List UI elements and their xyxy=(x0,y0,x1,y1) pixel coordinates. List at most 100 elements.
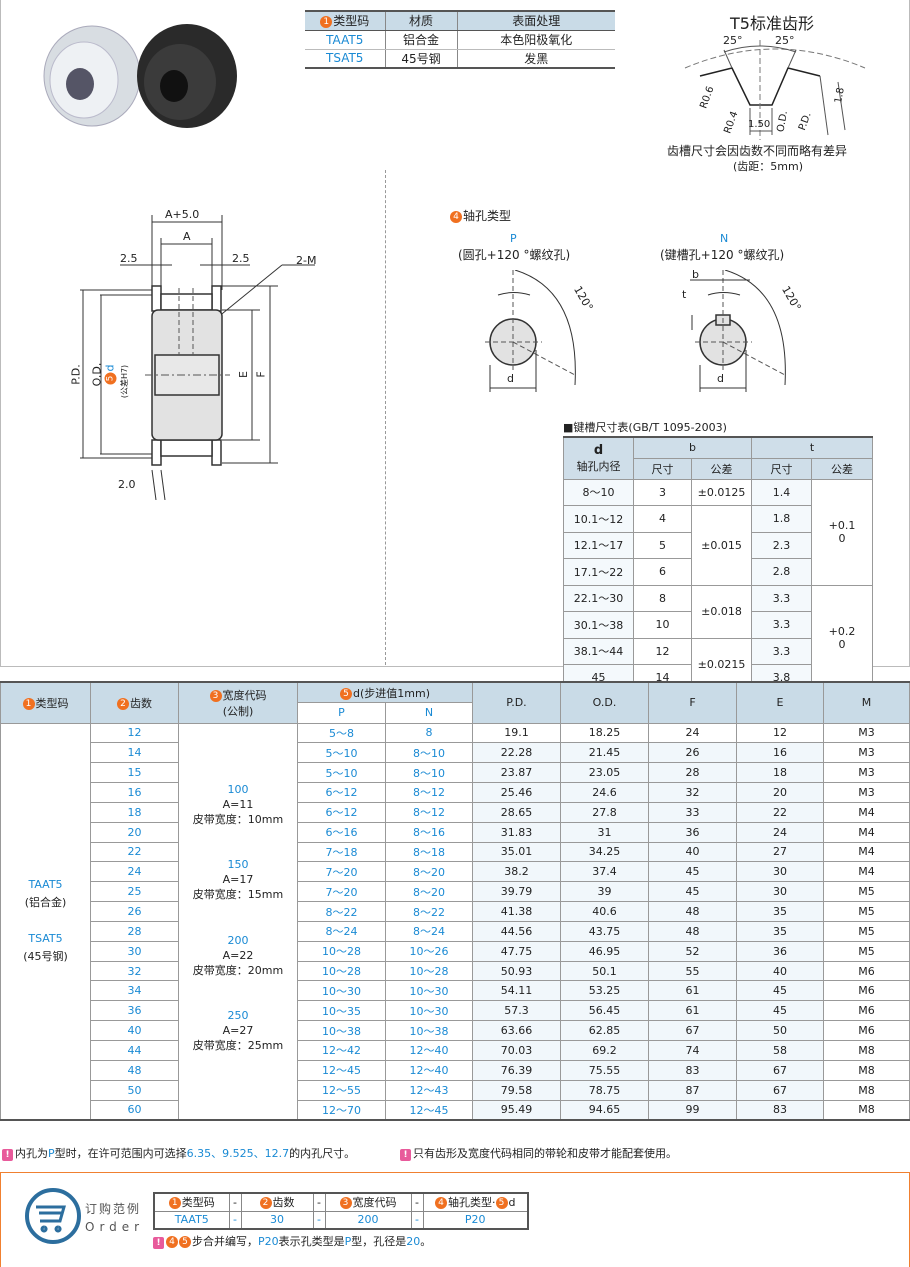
width-label: 1.50 xyxy=(748,119,771,130)
pd-cell: 47.75 xyxy=(472,940,561,962)
p-cell: 6～12 xyxy=(297,782,386,803)
n-cell: 8～22 xyxy=(385,901,473,922)
angle-label: 25° xyxy=(723,34,743,47)
m-cell: M5 xyxy=(823,901,910,922)
width-group: 250 A=27 皮带宽度：25mm xyxy=(192,1009,284,1052)
teeth-cell: 25 xyxy=(90,881,179,903)
p-cell: 12～42 xyxy=(297,1040,386,1061)
sep: - xyxy=(312,1192,326,1212)
od-cell: 34.25 xyxy=(560,841,649,863)
e-cell: 45 xyxy=(736,1000,824,1022)
order-table: 1 类型码 - 2 齿数 - 3 宽度代码 - 4 轴孔类型· 5 d TAAT5- 30-… xyxy=(153,1192,529,1230)
order-title-en: Order xyxy=(85,1220,145,1234)
f-cell: 99 xyxy=(648,1099,737,1121)
e-cell: 58 xyxy=(736,1040,824,1061)
teeth-cell: 40 xyxy=(90,1020,179,1041)
m-cell: M8 xyxy=(823,1079,910,1101)
e-cell: 30 xyxy=(736,881,824,903)
e-cell: 12 xyxy=(736,722,824,744)
pd-cell: 19.1 xyxy=(472,722,561,744)
type-cell: TAAT5 (铝合金) TSAT5 (45号钢) xyxy=(0,722,91,1121)
bore-type-p-desc: (圆孔+120 °螺纹孔) xyxy=(458,248,571,262)
pd-cell: 31.83 xyxy=(472,821,561,843)
cell: 4 xyxy=(633,505,692,533)
od-cell: 43.75 xyxy=(560,920,649,942)
angle-label: 25° xyxy=(775,34,795,47)
keyway-table: d 轴孔内径 b t 尺寸 公差 尺寸 公差 8～10 3 ±0.0125 1.4 +0.1 0 10… xyxy=(563,436,873,692)
table-row: 8～10 3 ±0.0125 1.4 +0.1 0 xyxy=(563,478,873,586)
p-cell: 10～35 xyxy=(297,1000,386,1022)
table-row: 16 6～12 8～12 25.46 24.6 32 20 M3 xyxy=(1,782,910,803)
pd-cell: 79.58 xyxy=(472,1079,561,1101)
p-cell: 5～10 xyxy=(297,762,386,784)
e-cell: 27 xyxy=(736,841,824,863)
teeth-cell: 44 xyxy=(90,1040,179,1061)
n-cell: 12～40 xyxy=(385,1040,473,1061)
table-row: 28 8～24 8～24 44.56 43.75 48 35 M5 xyxy=(1,920,910,942)
table-row: 15 5～10 8～10 23.87 23.05 28 18 M3 xyxy=(1,762,910,784)
p-cell: 7～20 xyxy=(297,881,386,903)
width-code-cell: 100 A=11 皮带宽度：10mm 150 A=17 皮带宽度：15mm 200 A=22 皮… xyxy=(178,722,298,1121)
m-cell: M6 xyxy=(823,1000,910,1022)
table-row: 26 8～22 8～22 41.38 40.6 48 35 M5 xyxy=(1,901,910,922)
header-type: 1 类型码 xyxy=(0,681,91,724)
order-h-teeth: 2 齿数 xyxy=(240,1192,314,1212)
dim-label: A+5.0 xyxy=(165,208,200,221)
n-cell: 10～30 xyxy=(385,1000,473,1022)
f-cell: 55 xyxy=(648,960,737,982)
m-cell: M4 xyxy=(823,861,910,883)
cell: ±0.015 xyxy=(691,505,752,586)
pulley-side-drawing xyxy=(80,215,315,500)
teeth-cell: 22 xyxy=(90,841,179,863)
n-cell: 8～10 xyxy=(385,742,473,764)
cell: 22.1～30 xyxy=(563,584,634,612)
header-material: 材质 xyxy=(385,10,458,31)
dim-label: t xyxy=(682,288,687,301)
cell: 12 xyxy=(633,637,692,665)
table-row: 30 10～28 10～26 47.75 46.95 52 36 M5 xyxy=(1,940,910,962)
note-bore: ! 内孔为P型时，在许可范围内可选择6.35、9.525、12.7的内孔尺寸。 xyxy=(2,1145,355,1161)
p-cell: 12～55 xyxy=(297,1079,386,1101)
f-cell: 40 xyxy=(648,841,737,863)
p-cell: 10～30 xyxy=(297,980,386,1002)
p-cell: 6～16 xyxy=(297,821,386,843)
dim-label: 2.0 xyxy=(118,478,136,491)
f-cell: 24 xyxy=(648,722,737,744)
table-row: 45 14 3.8 xyxy=(563,664,873,692)
table-row: 25 7～20 8～20 39.79 39 45 30 M5 xyxy=(1,881,910,903)
p-cell: 8～22 xyxy=(297,901,386,922)
header-d: 5 d(步进值1mm) xyxy=(297,681,473,703)
cell: 8 xyxy=(633,584,692,612)
header-b: b xyxy=(633,436,752,459)
cell: 12.1～17 xyxy=(563,531,634,559)
spec-table: 1 类型码 2 齿数 3 宽度代码 (公制) 5 d(步进值1mm) P.D. O.D. … xyxy=(0,681,910,1121)
e-cell: 36 xyxy=(736,940,824,962)
n-cell: 8 xyxy=(385,722,473,744)
width-group: 100 A=11 皮带宽度：10mm xyxy=(192,782,284,826)
header-e: E xyxy=(736,681,824,724)
bore-types-title: 4 轴孔类型 xyxy=(450,207,511,224)
header-surface: 表面处理 xyxy=(457,10,615,31)
cell: ±0.0125 xyxy=(691,478,752,506)
round-bore-drawing xyxy=(485,270,576,392)
teeth-cell: 60 xyxy=(90,1099,179,1121)
pd-cell: 50.93 xyxy=(472,960,561,982)
warning-icon: ! xyxy=(400,1149,411,1161)
tooth-note: 齿槽尺寸会因齿数不同而略有差异 xyxy=(667,144,848,158)
table-row: TSAT5 45号钢 发黑 xyxy=(305,49,615,69)
m-cell: M5 xyxy=(823,881,910,903)
cell: 8～10 xyxy=(563,478,634,506)
table-row: 34 10～30 10～30 54.11 53.25 61 45 M6 xyxy=(1,980,910,1002)
cell: 17.1～22 xyxy=(563,558,634,586)
pd-cell: 22.28 xyxy=(472,742,561,764)
teeth-cell: 32 xyxy=(90,960,179,982)
od-cell: 62.85 xyxy=(560,1020,649,1041)
dim-label: E xyxy=(236,371,250,378)
sep: - xyxy=(410,1210,424,1230)
pd-cell: 57.3 xyxy=(472,1000,561,1022)
table-row: 18 6～12 8～12 28.65 27.8 33 22 M4 xyxy=(1,801,910,823)
od-cell: 40.6 xyxy=(560,901,649,922)
header-n: N xyxy=(385,702,473,724)
cell: +0.2 0 xyxy=(811,584,873,692)
p-cell: 8～24 xyxy=(297,920,386,942)
